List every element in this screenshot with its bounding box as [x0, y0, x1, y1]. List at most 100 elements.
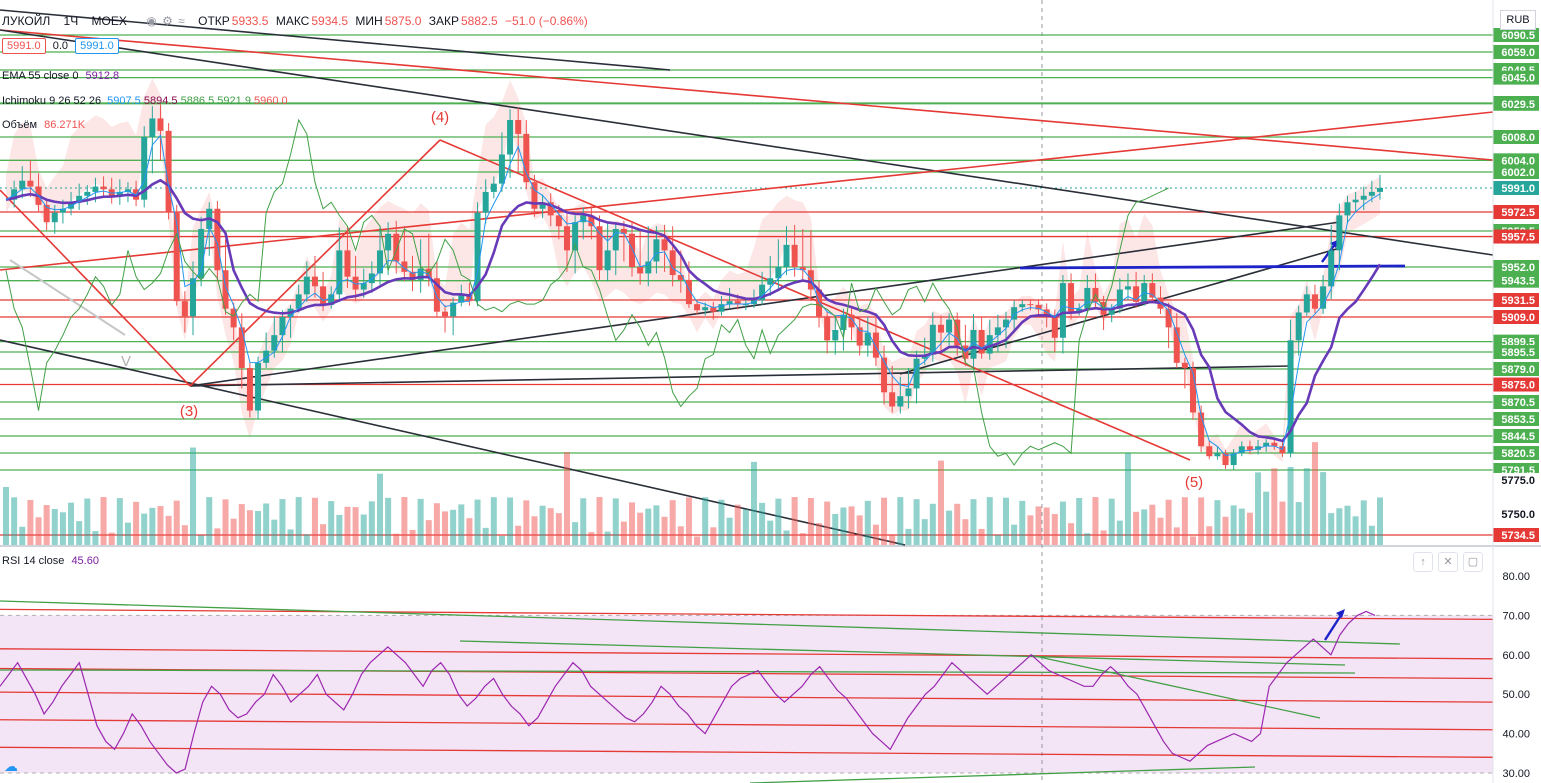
breakout-arrowhead	[1330, 240, 1338, 248]
currency-badge[interactable]: RUB	[1500, 10, 1536, 30]
volume-bar	[1263, 491, 1270, 545]
candle-body	[531, 182, 538, 209]
price-axis-label-bg	[1493, 96, 1539, 111]
volume-bar	[279, 499, 286, 545]
candle-body	[1076, 308, 1083, 312]
volume-bar	[214, 528, 221, 545]
ask-box[interactable]: 5991.0	[75, 38, 119, 54]
candle-body	[1311, 294, 1318, 309]
volume-bar	[1141, 509, 1148, 545]
price-axis-label: 5931.5	[1501, 295, 1535, 307]
volume-bar	[653, 505, 660, 545]
candle-body	[1043, 309, 1050, 317]
volume-bar	[149, 507, 156, 545]
candle-body	[1003, 319, 1010, 328]
settings-icon[interactable]: ⚙	[162, 14, 173, 28]
candle-body	[498, 154, 505, 184]
candle-body	[263, 350, 270, 363]
volume-bar	[994, 534, 1001, 545]
candle-body	[141, 137, 148, 200]
candle-body	[1271, 442, 1278, 447]
volume-bar	[1238, 508, 1245, 545]
candle-body	[271, 335, 278, 351]
volume-bar	[629, 502, 636, 545]
rsi-legend[interactable]: RSI 14 close 45.60	[2, 555, 99, 567]
candle-body	[92, 186, 99, 192]
rsi-trend-line	[749, 766, 1256, 783]
volume-bar	[189, 447, 196, 545]
volume-bar	[856, 515, 863, 545]
trend-line	[189, 221, 1341, 387]
volume-bar	[604, 531, 611, 545]
rsi-level-line	[0, 691, 1494, 703]
price-axis-label: 5879.0	[1501, 364, 1535, 376]
candle-body	[637, 267, 644, 274]
price-axis-label-bg	[1493, 412, 1539, 426]
candle-body	[1336, 215, 1343, 251]
volume-bar	[157, 506, 164, 545]
volume-bar	[368, 501, 375, 545]
volume-legend[interactable]: Объём 86.271K	[2, 119, 86, 131]
arrow-up-icon[interactable]: ↑	[1413, 552, 1433, 572]
candle-body	[303, 276, 310, 295]
menu-icon[interactable]: ≈	[178, 14, 185, 28]
volume-bar	[921, 519, 928, 545]
volume-bar	[344, 506, 351, 545]
candle-body	[1198, 412, 1205, 447]
volume-bar	[1360, 500, 1367, 545]
change-label: −51.0 (−0.86%)	[505, 14, 588, 28]
volume-bar	[287, 529, 294, 545]
volume-bar	[1124, 452, 1131, 545]
candle-body	[905, 388, 912, 397]
candle-body	[450, 302, 457, 317]
volume-bar	[1206, 526, 1213, 545]
volume-bar	[588, 532, 595, 545]
volume-bar	[726, 517, 733, 545]
candle-body	[198, 228, 205, 279]
candle-body	[474, 212, 481, 302]
candle-body	[1238, 446, 1245, 454]
candle-body	[783, 244, 790, 267]
price-axis-label: 5750.0	[1501, 509, 1535, 521]
price-axis-label: 5870.5	[1501, 397, 1535, 409]
close-icon[interactable]: ✕	[1438, 552, 1458, 572]
candle-body	[718, 304, 725, 312]
candle-body	[978, 329, 985, 354]
volume-bar	[734, 504, 741, 545]
volume-bar	[523, 500, 530, 545]
price-axis-label: 6059.0	[1501, 47, 1535, 59]
maximize-icon[interactable]: ▢	[1463, 552, 1483, 572]
eye-icon[interactable]: ◉	[146, 14, 157, 28]
volume-bar	[572, 522, 579, 545]
volume-bar	[92, 531, 99, 545]
volume-bar	[385, 497, 392, 545]
chikou-line	[5, 118, 1169, 466]
volume-bar	[1190, 536, 1197, 545]
candle-body	[124, 189, 131, 192]
candle-body	[1246, 446, 1253, 450]
volume-bar	[246, 510, 253, 545]
volume-bar	[1368, 525, 1375, 545]
volume-bar	[230, 518, 237, 545]
rsi-arrowhead	[1336, 609, 1345, 618]
candle-body	[433, 278, 440, 312]
volume-bar	[840, 507, 847, 545]
bid-box[interactable]: 5991.0	[2, 38, 46, 54]
candle-body	[214, 208, 221, 271]
ema-line	[5, 178, 1382, 443]
volume-bar	[198, 535, 205, 545]
candle-body	[710, 307, 717, 312]
candle-body	[1352, 199, 1359, 203]
rsi-line	[0, 610, 1376, 774]
candle-body	[51, 212, 58, 223]
price-axis-label-bg	[1493, 377, 1539, 392]
ema-legend[interactable]: EMA 55 close 0 5912.8	[2, 70, 120, 82]
volume-bar	[51, 509, 58, 545]
wave-label: V	[121, 353, 131, 370]
volume-bar	[1100, 530, 1107, 545]
ichimoku-legend[interactable]: Ichimoku 9 26 52 26 5907.5 5894.5 5886.5…	[2, 95, 288, 107]
price-axis-label: 6045.0	[1501, 73, 1535, 85]
candle-body	[856, 327, 863, 346]
volume-bar	[43, 505, 50, 545]
